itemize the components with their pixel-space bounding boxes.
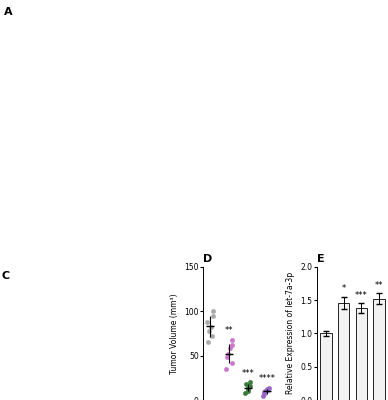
Bar [320,333,332,400]
Text: E: E [317,254,324,264]
Point [265,387,271,394]
Bar [355,308,367,400]
Point [245,384,251,391]
Text: **: ** [225,326,233,335]
Point [263,386,270,392]
Point [245,388,251,394]
Y-axis label: Tumor Volume (mm³): Tumor Volume (mm³) [170,293,179,374]
Point [242,381,249,387]
Text: *: * [341,284,346,293]
Point [262,388,268,394]
Point [225,350,231,357]
Point [260,392,267,399]
Point [247,382,253,389]
Point [205,339,211,346]
Point [209,333,215,339]
Point [247,379,253,386]
Point [261,389,267,395]
Text: ****: **** [258,374,275,383]
Point [245,386,251,392]
Point [241,390,248,396]
Y-axis label: Relative Expression of let-7a-3p: Relative Expression of let-7a-3p [286,272,295,394]
Point [229,342,235,348]
Text: D: D [203,254,212,264]
Point [204,318,210,325]
Point [223,354,230,360]
Bar [338,303,349,400]
Point [261,390,267,397]
Bar [373,299,385,400]
Point [210,308,216,314]
Text: ***: *** [242,369,254,378]
Point [208,324,214,330]
Point [227,345,233,352]
Point [206,328,212,334]
Text: B: B [4,137,12,147]
Point [229,360,235,366]
Text: **: ** [375,281,383,290]
Text: C: C [2,271,10,281]
Point [223,366,229,372]
Point [229,336,235,343]
Point [266,384,272,391]
Text: ***: *** [355,291,368,300]
Text: A: A [4,7,12,17]
Point [210,312,216,319]
